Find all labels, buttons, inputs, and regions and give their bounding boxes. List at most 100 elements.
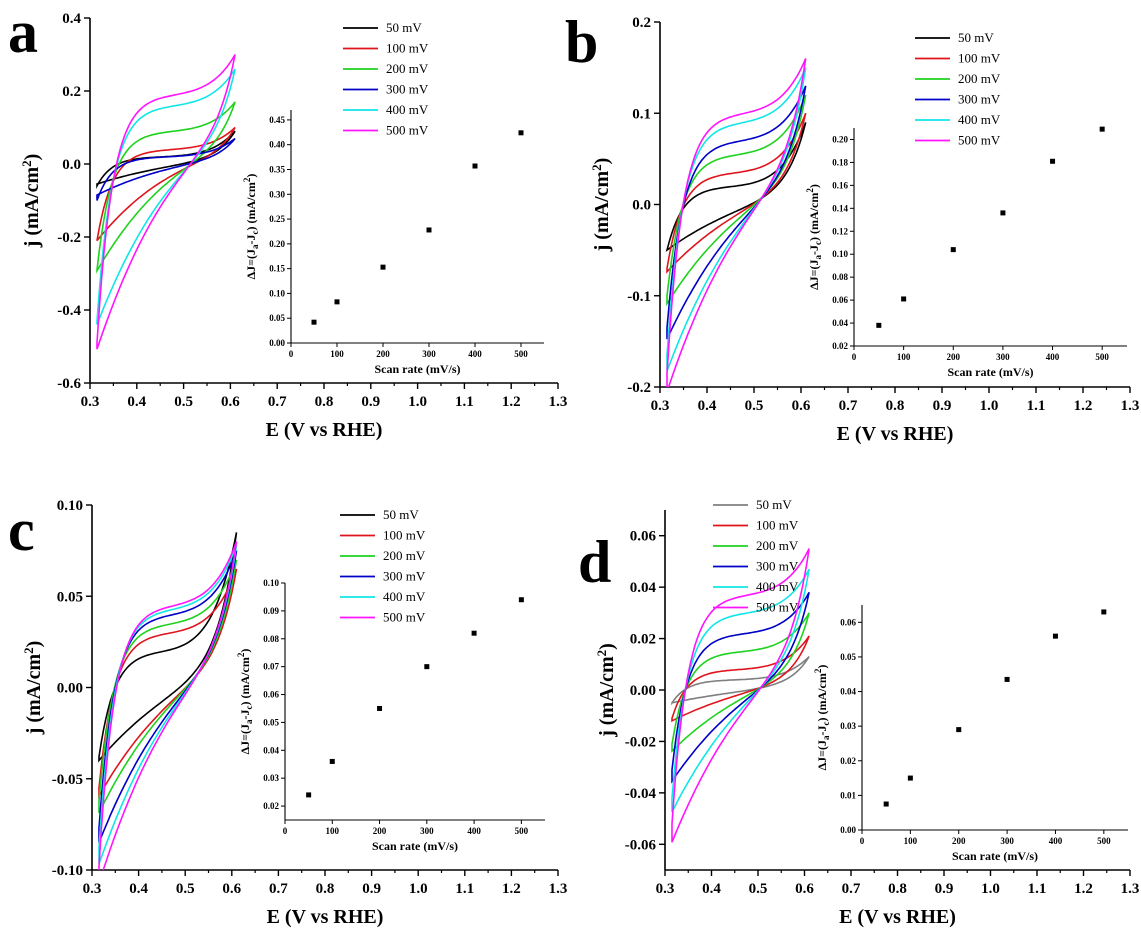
panel-label-d: d bbox=[578, 529, 611, 595]
inset-y-tick-label: 0.06 bbox=[840, 617, 856, 627]
x-tick-label: 0.8 bbox=[886, 398, 905, 414]
x-tick-label: 1.3 bbox=[549, 881, 568, 897]
inset-data-point bbox=[1101, 609, 1107, 615]
legend-entry: 500 mV bbox=[386, 123, 429, 138]
inset-y-tick-label: 0.45 bbox=[269, 115, 285, 125]
inset-x-tick-label: 400 bbox=[1049, 836, 1063, 846]
x-tick-label: 1.0 bbox=[409, 881, 428, 897]
legend-entry: 200 mV bbox=[383, 548, 426, 563]
x-tick-label: 0.7 bbox=[268, 394, 287, 410]
inset-x-tick-label: 300 bbox=[1000, 836, 1014, 846]
y-tick-label: -0.2 bbox=[57, 230, 81, 246]
cv-series-100-mv bbox=[671, 635, 810, 723]
x-tick-label: 0.3 bbox=[656, 881, 675, 897]
legend-entry: 300 mV bbox=[386, 82, 429, 97]
y-axis-label: j (mA/cm2) bbox=[589, 158, 613, 253]
x-axis-label: E (V vs RHE) bbox=[839, 906, 956, 928]
inset-data-point bbox=[883, 801, 889, 807]
y-axis-label: j (mA/cm2) bbox=[19, 154, 43, 249]
inset-data-point bbox=[306, 792, 312, 798]
inset-x-tick-label: 300 bbox=[422, 349, 436, 359]
x-tick-label: 0.5 bbox=[749, 881, 768, 897]
x-tick-label: 0.3 bbox=[81, 394, 100, 410]
panel-d: d 0.3 0.4 0.5 0.6 0.7 0.8 0.9 1.0 1.1 1.2 1.3 -0.06 -… bbox=[578, 497, 1139, 928]
inset-y-tick-label: 0.25 bbox=[269, 214, 285, 224]
y-tick-label: 0.00 bbox=[57, 681, 83, 697]
inset-x-tick-label: 300 bbox=[996, 352, 1010, 362]
cv-series-400-mv bbox=[96, 68, 236, 325]
cv-series-500-mv bbox=[98, 541, 238, 870]
x-tick-label: 1.2 bbox=[1074, 881, 1093, 897]
inset-y-tick-label: 0.07 bbox=[263, 662, 279, 672]
y-tick-label: 0.00 bbox=[630, 683, 656, 699]
inset-x-axis-label: Scan rate (mV/s) bbox=[372, 839, 458, 853]
inset-y-tick-label: 0.00 bbox=[840, 825, 856, 835]
inset-x-tick-label: 100 bbox=[330, 349, 344, 359]
x-tick-label: 0.9 bbox=[933, 398, 952, 414]
legend-entry: 100 mV bbox=[383, 528, 426, 543]
inset-data-point bbox=[1052, 633, 1058, 639]
x-tick-label: 1.3 bbox=[549, 394, 568, 410]
x-axis-label: E (V vs RHE) bbox=[266, 419, 383, 441]
inset-x-axis-label: Scan rate (mV/s) bbox=[952, 849, 1038, 863]
legend-entry: 50 mV bbox=[386, 20, 422, 35]
x-tick-label: 1.2 bbox=[502, 881, 521, 897]
inset-y-tick-label: 0.09 bbox=[263, 606, 279, 616]
y-tick-label: 0.4 bbox=[62, 11, 81, 27]
inset-b: 0 100 200 300 400 500 0.02 0.04 0.06 0.08 0.10 0.12… bbox=[805, 126, 1127, 379]
inset-y-tick-label: 0.03 bbox=[263, 773, 279, 783]
inset-y-tick-label: 0.05 bbox=[269, 313, 285, 323]
legend-entry: 100 mV bbox=[958, 51, 1001, 66]
inset-y-axis-label: ΔJ=(Ja-Jc) (mA/cm2) bbox=[813, 665, 831, 771]
inset-data-point bbox=[311, 319, 317, 325]
x-tick-label: 1.1 bbox=[1028, 881, 1047, 897]
inset-x-tick-label: 0 bbox=[852, 352, 857, 362]
cv-series-200-mv bbox=[98, 559, 238, 814]
inset-c: 0 100 200 300 400 500 0.02 0.03 0.04 0.05 0.06 0.07… bbox=[236, 578, 545, 853]
inset-x-tick-label: 400 bbox=[468, 349, 482, 359]
legend-entry: 400 mV bbox=[958, 112, 1001, 127]
inset-x-tick-label: 400 bbox=[467, 826, 481, 836]
inset-y-tick-label: 0.02 bbox=[263, 801, 279, 811]
inset-y-tick-label: 0.16 bbox=[832, 180, 848, 190]
inset-y-tick-label: 0.18 bbox=[832, 157, 848, 167]
x-tick-label: 0.5 bbox=[176, 881, 195, 897]
x-tick-label: 0.8 bbox=[888, 881, 907, 897]
legend-entry: 100 mV bbox=[756, 518, 799, 533]
legend-entry: 50 mV bbox=[958, 30, 994, 45]
inset-x-tick-label: 200 bbox=[952, 836, 966, 846]
inset-x-axis-label: Scan rate (mV/s) bbox=[375, 362, 461, 376]
cv-series-500-mv bbox=[666, 58, 807, 387]
inset-y-tick-label: 0.08 bbox=[832, 272, 848, 282]
inset-data-point bbox=[334, 299, 340, 305]
legend-entry: 400 mV bbox=[383, 589, 426, 604]
y-tick-label: -0.04 bbox=[625, 786, 657, 802]
inset-data-point bbox=[950, 247, 956, 253]
legend-entry: 300 mV bbox=[958, 92, 1001, 107]
inset-y-tick-label: 0.30 bbox=[269, 189, 285, 199]
legend-entry: 200 mV bbox=[386, 61, 429, 76]
inset-y-tick-label: 0.10 bbox=[832, 249, 848, 259]
inset-x-tick-label: 200 bbox=[373, 826, 387, 836]
inset-y-tick-label: 0.05 bbox=[263, 717, 279, 727]
x-tick-label: 0.6 bbox=[221, 394, 240, 410]
y-tick-label: 0.04 bbox=[630, 580, 657, 596]
x-tick-label: 0.8 bbox=[315, 394, 334, 410]
cv-series-50-mv bbox=[671, 656, 810, 706]
x-tick-label: 0.7 bbox=[842, 881, 861, 897]
cv-series-300-mv bbox=[666, 85, 807, 340]
x-axis-label: E (V vs RHE) bbox=[837, 423, 954, 445]
y-tick-label: 0.10 bbox=[57, 498, 83, 514]
inset-data-point bbox=[518, 597, 524, 603]
x-tick-label: 0.3 bbox=[651, 398, 670, 414]
inset-y-tick-label: 0.06 bbox=[832, 295, 848, 305]
inset-y-tick-label: 0.03 bbox=[840, 721, 856, 731]
y-axis-label: j (mA/cm2) bbox=[21, 641, 45, 736]
cv-series-300-mv bbox=[96, 137, 236, 201]
x-tick-label: 0.6 bbox=[222, 881, 241, 897]
panel-label-c: c bbox=[8, 497, 35, 563]
inset-x-axis-label: Scan rate (mV/s) bbox=[948, 365, 1034, 379]
inset-data-point bbox=[471, 630, 477, 636]
x-tick-label: 0.8 bbox=[316, 881, 335, 897]
x-tick-label: 0.3 bbox=[83, 881, 102, 897]
